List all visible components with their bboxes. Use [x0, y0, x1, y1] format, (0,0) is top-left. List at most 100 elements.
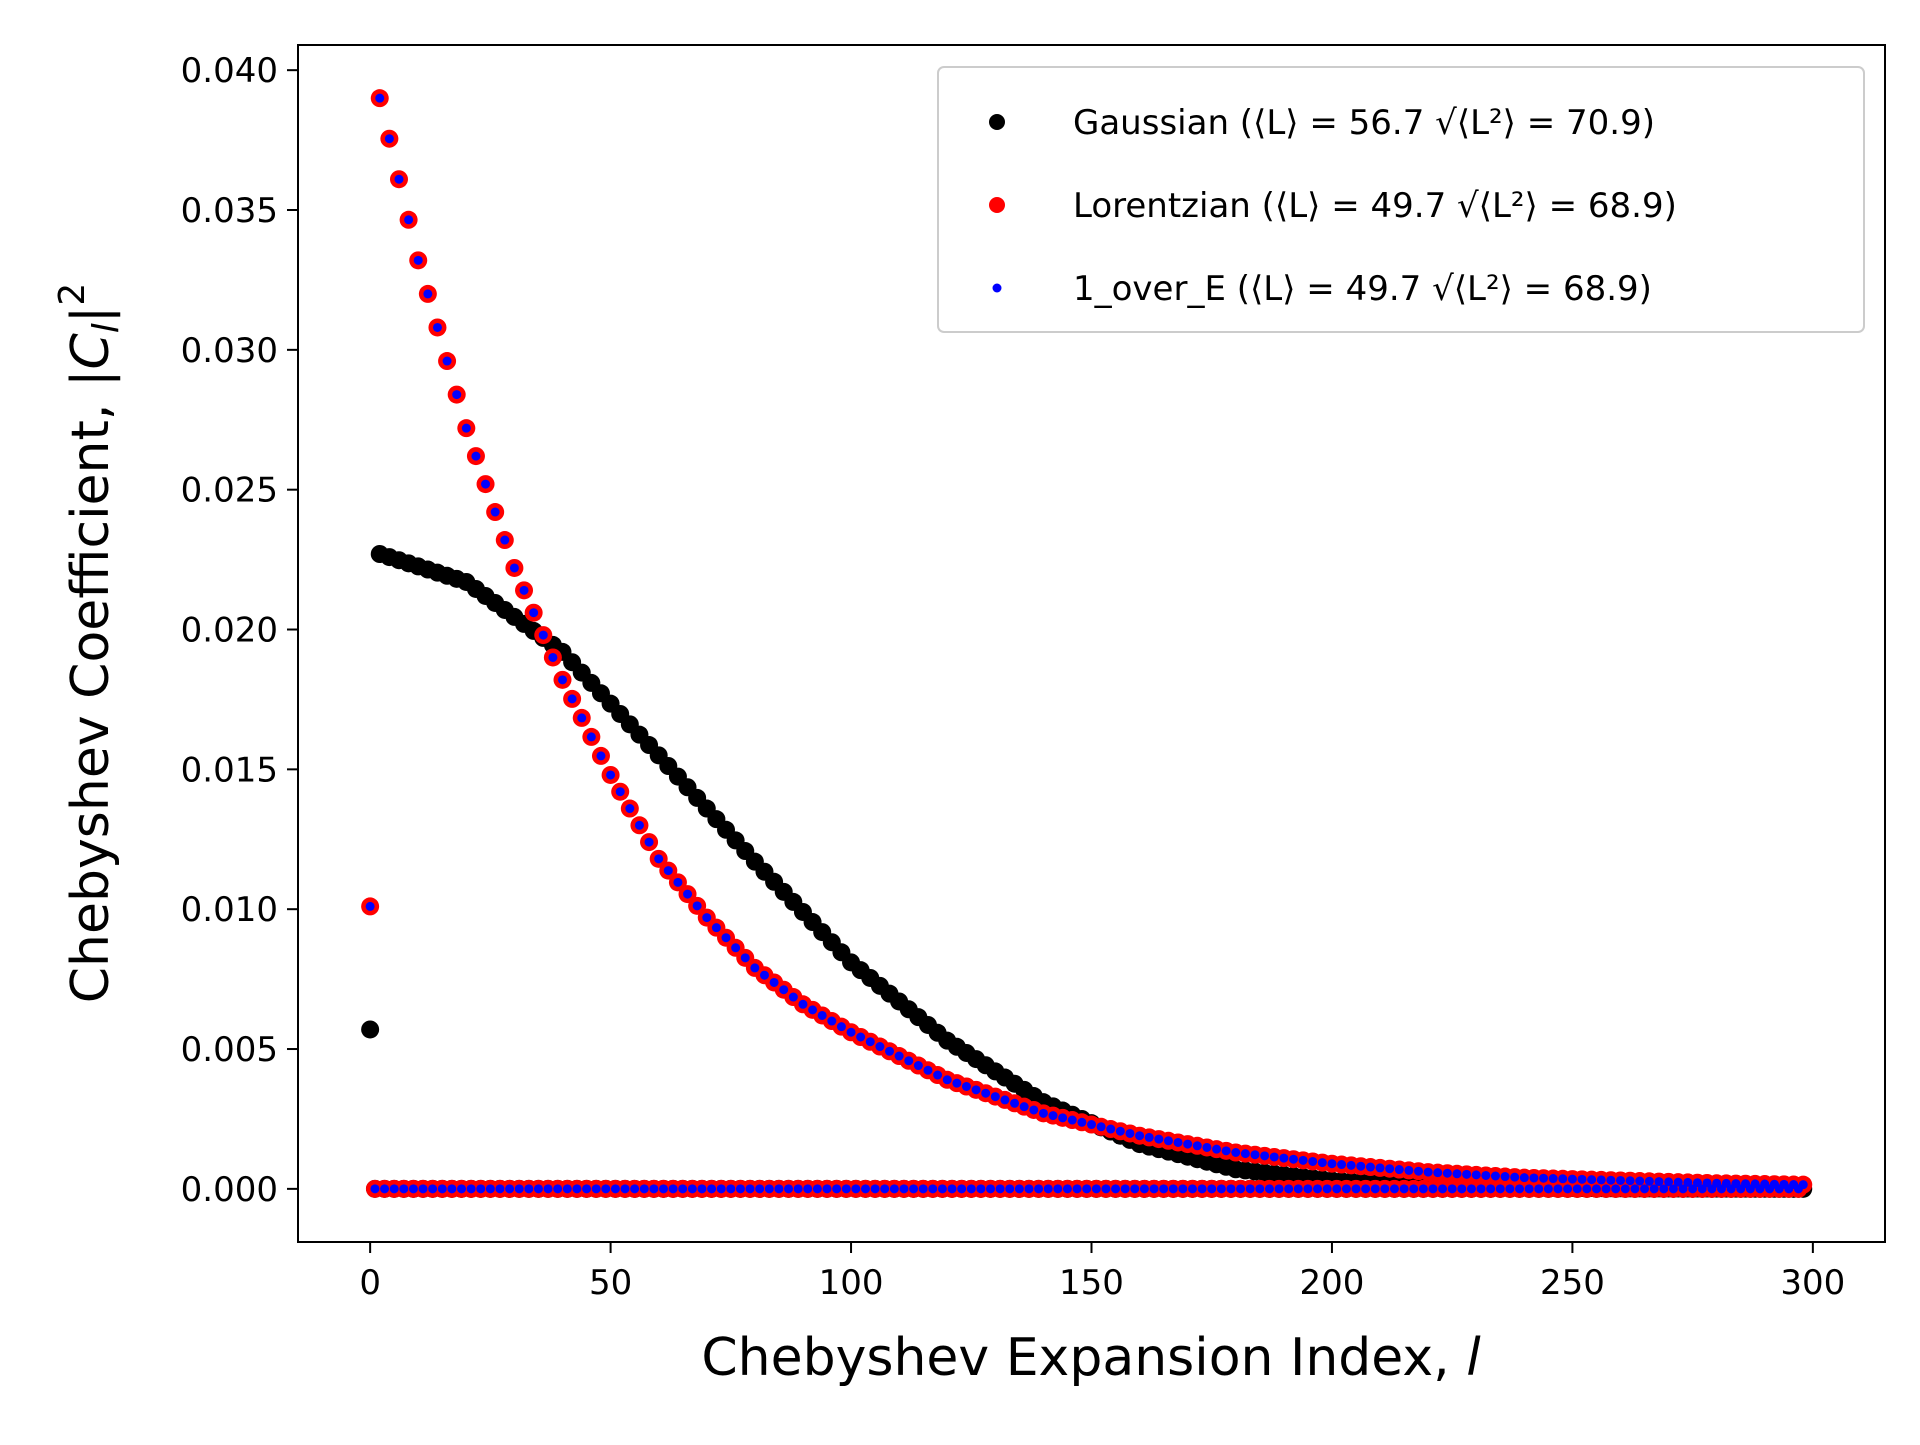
- data-point: [644, 837, 654, 847]
- data-point: [476, 1184, 486, 1194]
- data-point: [1380, 1184, 1390, 1194]
- data-point: [1664, 1177, 1674, 1187]
- data-point: [1457, 1184, 1467, 1194]
- data-point: [466, 1184, 476, 1194]
- data-point: [1231, 1148, 1241, 1157]
- data-point: [957, 1184, 967, 1194]
- data-point: [1447, 1184, 1457, 1194]
- data-point: [1067, 1115, 1077, 1125]
- data-point: [457, 1184, 467, 1194]
- data-point: [524, 1184, 534, 1194]
- data-point: [625, 804, 635, 814]
- data-point: [615, 787, 625, 797]
- data-point: [1616, 1175, 1625, 1185]
- data-point: [1404, 1165, 1414, 1175]
- data-point: [428, 1184, 438, 1194]
- data-point: [1673, 1177, 1683, 1187]
- data-point: [663, 866, 673, 876]
- data-point: [1548, 1174, 1558, 1184]
- data-point: [764, 1184, 774, 1194]
- data-point: [1644, 1176, 1654, 1186]
- data-point: [1135, 1131, 1145, 1141]
- data-point: [562, 1184, 572, 1194]
- data-point: [947, 1184, 957, 1194]
- data-point: [1279, 1153, 1289, 1163]
- data-point: [658, 1184, 668, 1194]
- data-point: [1274, 1184, 1284, 1194]
- data-point: [1481, 1170, 1491, 1180]
- data-point: [1048, 1111, 1058, 1121]
- data-point: [745, 1184, 755, 1194]
- data-points: [361, 89, 1813, 1198]
- data-point: [966, 1184, 976, 1194]
- data-point: [793, 1184, 803, 1194]
- series-1: [361, 545, 1813, 1198]
- data-point: [1524, 1184, 1534, 1194]
- data-point: [933, 1070, 943, 1080]
- data-point: [423, 289, 433, 299]
- data-point: [1625, 1176, 1635, 1186]
- data-point: [582, 1184, 592, 1194]
- data-point: [678, 1184, 688, 1194]
- data-point: [707, 1184, 717, 1194]
- data-point: [803, 1184, 813, 1194]
- data-point: [1130, 1184, 1140, 1194]
- data-point: [1005, 1184, 1015, 1194]
- data-point: [817, 1010, 827, 1020]
- data-point: [1245, 1184, 1255, 1194]
- data-point: [447, 1184, 457, 1194]
- data-point: [1337, 1160, 1347, 1170]
- data-point: [1620, 1184, 1630, 1194]
- data-point: [1399, 1184, 1409, 1194]
- data-point: [437, 1184, 447, 1194]
- data-point: [591, 1184, 601, 1194]
- data-point: [1495, 1184, 1505, 1194]
- data-point: [942, 1075, 952, 1085]
- data-point: [1125, 1128, 1135, 1138]
- data-point: [1442, 1168, 1452, 1178]
- data-point: [1505, 1184, 1515, 1194]
- data-point: [1197, 1184, 1207, 1194]
- data-point: [1346, 1160, 1356, 1170]
- data-point: [548, 652, 558, 662]
- data-point: [808, 1005, 818, 1015]
- data-point: [553, 1184, 563, 1194]
- data-point: [1236, 1184, 1246, 1194]
- data-point: [1269, 1152, 1279, 1162]
- data-point: [1255, 1184, 1265, 1194]
- x-tick-label: 250: [1540, 1263, 1605, 1303]
- data-point: [452, 390, 462, 400]
- data-point: [1490, 1171, 1500, 1181]
- data-point: [1317, 1158, 1327, 1168]
- data-point: [1798, 1180, 1808, 1190]
- x-axis-ticks: 0 50 100 150 200 250 300: [359, 1242, 1845, 1303]
- data-point: [1500, 1172, 1510, 1182]
- data-point: [875, 1042, 885, 1052]
- data-point: [904, 1056, 914, 1066]
- data-point: [731, 943, 741, 953]
- data-point: [1120, 1184, 1130, 1194]
- data-point: [769, 977, 779, 987]
- data-point: [1096, 1122, 1106, 1132]
- data-point: [961, 1082, 971, 1091]
- data-point: [1519, 1173, 1529, 1183]
- data-point: [880, 1184, 890, 1194]
- data-point: [1543, 1184, 1553, 1194]
- data-point: [832, 1184, 842, 1194]
- data-point: [461, 423, 471, 433]
- data-point: [1038, 1108, 1048, 1118]
- data-point: [509, 563, 519, 573]
- data-point: [759, 970, 769, 980]
- data-point: [1471, 1170, 1481, 1180]
- data-point: [1601, 1184, 1611, 1194]
- data-point: [1563, 1184, 1573, 1194]
- data-point: [596, 751, 606, 761]
- data-point: [375, 93, 385, 103]
- data-point: [1212, 1144, 1222, 1154]
- x-tick-label: 150: [1059, 1263, 1124, 1303]
- data-point: [1058, 1113, 1068, 1123]
- data-point: [1692, 1178, 1702, 1188]
- data-point: [490, 507, 500, 517]
